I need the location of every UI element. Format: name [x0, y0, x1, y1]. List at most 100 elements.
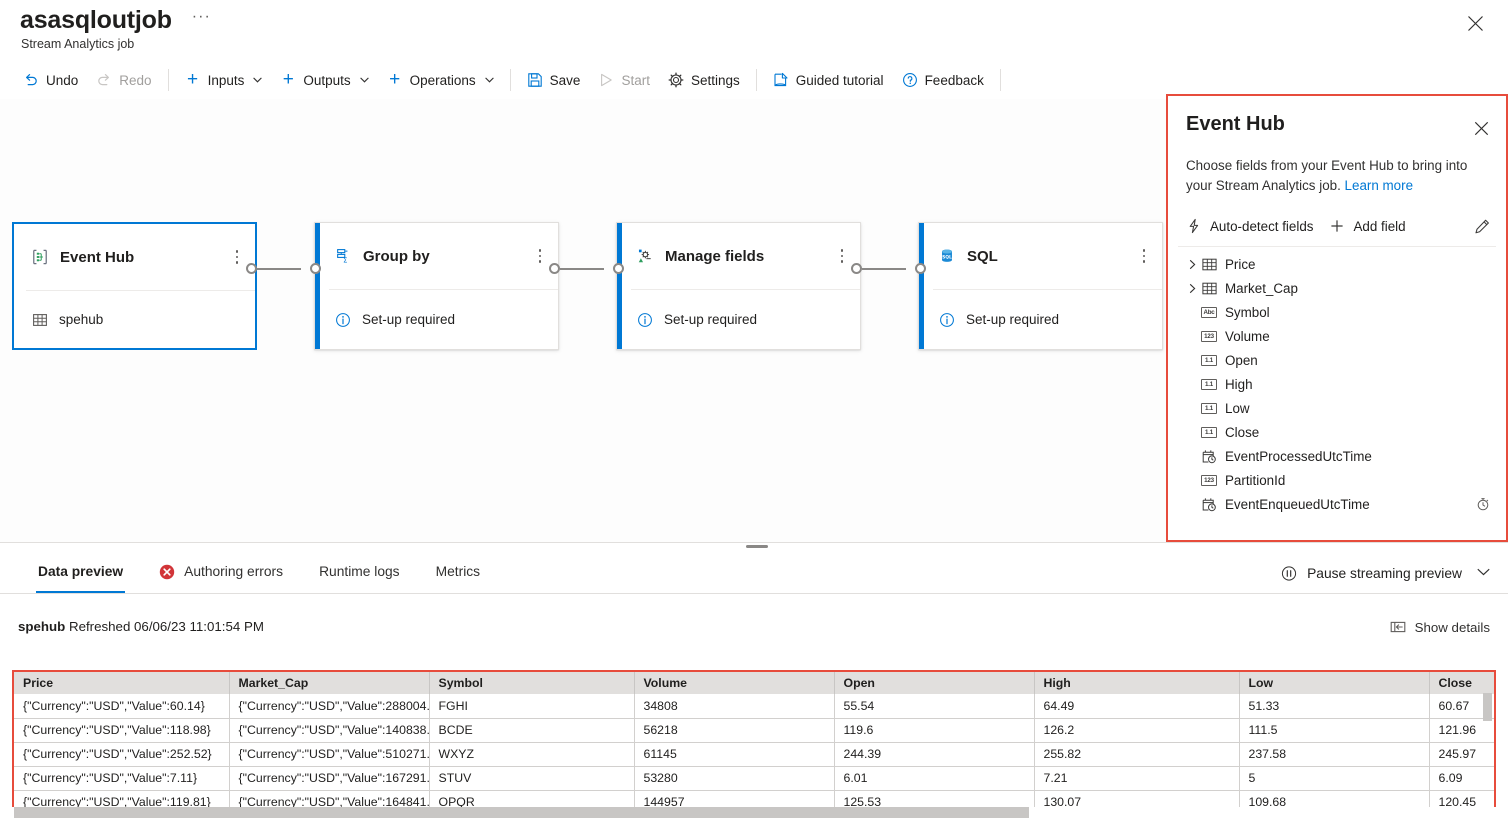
operations-button[interactable]: + Operations [378, 64, 503, 96]
table-horizontal-scrollbar-thumb[interactable] [14, 807, 1029, 818]
auto-detect-fields-button[interactable]: Auto-detect fields [1178, 211, 1321, 241]
table-column-header[interactable]: Open [834, 672, 1035, 694]
field-list-item[interactable]: 1.1 Close [1178, 420, 1498, 444]
table-column-header[interactable]: Close [1429, 672, 1494, 694]
field-list[interactable]: Price Market_Cap Abc Symbol 123 Volume 1.1 Open… [1178, 252, 1498, 536]
table-column-header[interactable]: Low [1239, 672, 1430, 694]
chevron-right-icon[interactable] [1184, 259, 1200, 270]
table-column-header[interactable]: Market_Cap [229, 672, 430, 694]
panel-close-icon[interactable] [1469, 116, 1493, 140]
table-cell: {"Currency":"USD","Value":60.14} [14, 694, 230, 719]
feedback-button[interactable]: Feedback [893, 64, 993, 96]
redo-icon [96, 72, 112, 88]
table-cell: 6.09 [1429, 766, 1494, 791]
guided-tutorial-icon [773, 72, 789, 88]
bottom-tabs-bar: Data preview Authoring errors Runtime lo… [0, 550, 1508, 594]
table-vertical-scrollbar[interactable] [1483, 693, 1492, 721]
learn-more-link[interactable]: Learn more [1344, 177, 1414, 193]
node-accent-bar [315, 223, 320, 349]
pause-circle-icon [1281, 565, 1297, 581]
field-name: Volume [1225, 328, 1270, 344]
node-port-out-eventhub[interactable] [246, 263, 257, 274]
field-name: Open [1225, 352, 1258, 368]
guided-tutorial-button[interactable]: Guided tutorial [764, 64, 893, 96]
table-row[interactable]: {"Currency":"USD","Value":60.14} {"Curren… [14, 694, 1494, 719]
table-column-header[interactable]: Price [14, 672, 230, 694]
node-subtitle: Set-up required [362, 312, 456, 327]
chevron-down-icon [253, 75, 263, 85]
outputs-button[interactable]: + Outputs [271, 64, 377, 96]
node-sql[interactable]: SQL SQL Set-up required [918, 222, 1163, 350]
field-list-item[interactable]: 123 Volume [1178, 324, 1498, 348]
add-field-button[interactable]: Add field [1321, 211, 1413, 241]
node-header: Σ Group by [315, 223, 558, 289]
table-cell: 111.5 [1239, 718, 1430, 743]
field-list-item[interactable]: EventEnqueuedUtcTime [1178, 492, 1498, 516]
node-manage-fields[interactable]: Manage fields Set-up required [616, 222, 861, 350]
table-row[interactable]: {"Currency":"USD","Value":7.11} {"Currenc… [14, 766, 1494, 791]
node-group-by[interactable]: Σ Group by Set-up required [314, 222, 559, 350]
tab-data-preview[interactable]: Data preview [20, 550, 141, 593]
node-divider [933, 289, 1162, 290]
node-menu-button[interactable] [530, 242, 550, 270]
field-list-item[interactable]: Market_Cap [1178, 276, 1498, 300]
more-actions-button[interactable]: ··· [191, 8, 211, 25]
plus-icon: + [282, 69, 294, 90]
table-cell: BCDE [429, 718, 635, 743]
show-details-button[interactable]: Show details [1390, 614, 1490, 640]
chevron-right-icon[interactable] [1184, 283, 1200, 294]
table-row[interactable]: {"Currency":"USD","Value":118.98} {"Curre… [14, 718, 1494, 743]
pane-resize-handle[interactable] [746, 545, 768, 548]
node-menu-button[interactable] [832, 242, 852, 270]
help-icon [902, 72, 918, 88]
node-subtitle: Set-up required [966, 312, 1060, 327]
node-port-in-sql[interactable] [915, 263, 926, 274]
svg-text:Σ: Σ [343, 257, 347, 265]
tab-authoring-errors[interactable]: Authoring errors [141, 550, 301, 593]
table-cell: {"Currency":"USD","Value":288004.1} [229, 694, 430, 719]
pencil-icon[interactable] [1468, 212, 1496, 240]
node-header: SQL SQL [919, 223, 1162, 289]
table-column-header[interactable]: Symbol [429, 672, 635, 694]
inputs-label: Inputs [207, 72, 245, 88]
info-icon [637, 312, 653, 328]
tab-metrics[interactable]: Metrics [418, 550, 498, 593]
table-column-header[interactable]: High [1034, 672, 1240, 694]
field-list-item[interactable]: EventProcessedUtcTime [1178, 444, 1498, 468]
field-list-item[interactable]: Abc Symbol [1178, 300, 1498, 324]
edge-managefields-sql [862, 268, 906, 270]
pause-streaming-preview-button[interactable]: Pause streaming preview [1281, 560, 1490, 586]
node-port-out-groupby[interactable] [549, 263, 560, 274]
table-column-header[interactable]: Volume [634, 672, 835, 694]
node-port-in-managefields[interactable] [613, 263, 624, 274]
inputs-button[interactable]: + Inputs [176, 64, 272, 96]
close-icon[interactable] [1460, 8, 1490, 38]
undo-button[interactable]: Undo [14, 64, 87, 96]
field-list-item[interactable]: 1.1 High [1178, 372, 1498, 396]
error-icon [159, 564, 175, 580]
field-list-item[interactable]: Price [1178, 252, 1498, 276]
node-port-in-groupby[interactable] [310, 263, 321, 274]
node-menu-button[interactable] [227, 243, 247, 271]
table-cell: {"Currency":"USD","Value":140838.1} [229, 718, 430, 743]
chevron-down-icon[interactable] [1477, 567, 1490, 579]
tab-runtime-logs[interactable]: Runtime logs [301, 550, 418, 593]
svg-text:SQL: SQL [942, 254, 952, 260]
pane-top-border [0, 542, 1508, 543]
settings-button[interactable]: Settings [659, 64, 749, 96]
1-1-type-icon: 1.1 [1200, 426, 1218, 438]
save-button[interactable]: Save [518, 64, 590, 96]
field-list-item[interactable]: 1.1 Low [1178, 396, 1498, 420]
field-list-item[interactable]: 123 PartitionId [1178, 468, 1498, 492]
table-row[interactable]: {"Currency":"USD","Value":252.52} {"Curre… [14, 742, 1494, 767]
node-event-hub[interactable]: Event Hub spehub [12, 222, 257, 350]
outputs-label: Outputs [303, 72, 351, 88]
datetime-type-icon [1200, 497, 1218, 512]
data-preview-table-wrapper[interactable]: Price Market_Cap Symbol Volume Open High Low Cl… [12, 670, 1496, 815]
node-menu-button[interactable] [1134, 242, 1154, 270]
timer-icon[interactable] [1476, 497, 1490, 511]
field-list-item[interactable]: 1.1 Open [1178, 348, 1498, 372]
node-port-out-managefields[interactable] [851, 263, 862, 274]
node-title: Manage fields [665, 247, 765, 265]
preview-refreshed-text: Refreshed 06/06/23 11:01:54 PM [68, 619, 264, 634]
